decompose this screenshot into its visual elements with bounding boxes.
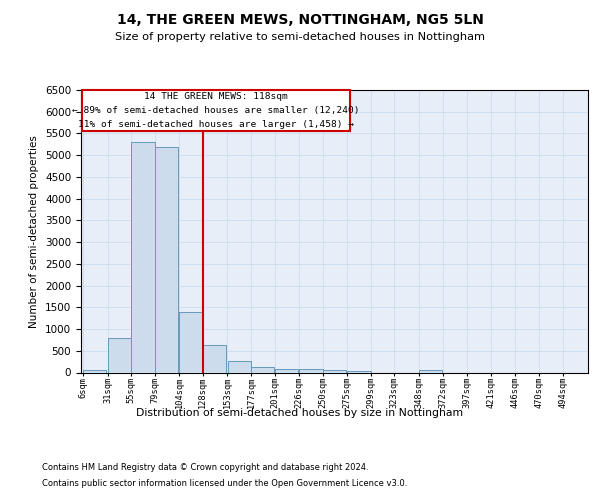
Text: Distribution of semi-detached houses by size in Nottingham: Distribution of semi-detached houses by … bbox=[136, 408, 464, 418]
Bar bbox=[323, 370, 346, 372]
Text: Contains HM Land Registry data © Crown copyright and database right 2024.: Contains HM Land Registry data © Crown c… bbox=[42, 462, 368, 471]
Bar bbox=[275, 368, 298, 372]
FancyBboxPatch shape bbox=[82, 90, 350, 131]
Bar bbox=[227, 361, 251, 372]
Bar bbox=[83, 370, 106, 372]
Text: Contains public sector information licensed under the Open Government Licence v3: Contains public sector information licen… bbox=[42, 479, 407, 488]
Y-axis label: Number of semi-detached properties: Number of semi-detached properties bbox=[29, 135, 40, 328]
Bar bbox=[203, 345, 226, 372]
Bar bbox=[347, 371, 371, 372]
Text: 14, THE GREEN MEWS, NOTTINGHAM, NG5 5LN: 14, THE GREEN MEWS, NOTTINGHAM, NG5 5LN bbox=[116, 12, 484, 26]
Bar bbox=[131, 142, 155, 372]
Bar bbox=[107, 338, 131, 372]
Bar bbox=[251, 367, 274, 372]
Text: Size of property relative to semi-detached houses in Nottingham: Size of property relative to semi-detach… bbox=[115, 32, 485, 42]
Bar bbox=[419, 370, 442, 372]
Bar bbox=[155, 146, 178, 372]
Bar bbox=[179, 312, 203, 372]
Text: 14 THE GREEN MEWS: 118sqm
← 89% of semi-detached houses are smaller (12,240)
11%: 14 THE GREEN MEWS: 118sqm ← 89% of semi-… bbox=[73, 92, 360, 129]
Bar bbox=[299, 370, 323, 372]
